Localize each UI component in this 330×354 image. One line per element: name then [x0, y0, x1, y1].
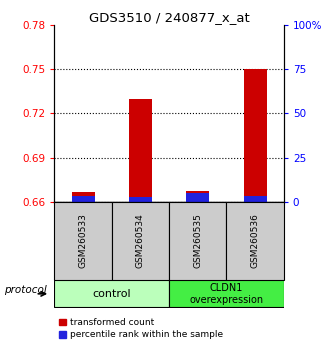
Bar — [226, 202, 284, 280]
Bar — [244, 69, 267, 202]
Legend: transformed count, percentile rank within the sample: transformed count, percentile rank withi… — [59, 318, 223, 339]
Bar — [54, 280, 169, 307]
Bar — [54, 202, 112, 280]
Bar — [129, 198, 152, 202]
Bar — [169, 202, 226, 280]
Bar — [129, 98, 152, 202]
Text: GSM260536: GSM260536 — [250, 213, 260, 268]
Text: GSM260533: GSM260533 — [79, 213, 88, 268]
Bar — [72, 192, 95, 202]
Bar — [72, 196, 95, 202]
Bar — [112, 202, 169, 280]
Bar — [169, 280, 284, 307]
Text: control: control — [92, 289, 131, 299]
Bar — [186, 191, 209, 202]
Text: CLDN1
overexpression: CLDN1 overexpression — [189, 283, 264, 305]
Title: GDS3510 / 240877_x_at: GDS3510 / 240877_x_at — [89, 11, 249, 24]
Text: protocol: protocol — [4, 285, 47, 296]
Bar — [244, 196, 267, 202]
Text: GSM260534: GSM260534 — [136, 213, 145, 268]
Text: GSM260535: GSM260535 — [193, 213, 202, 268]
Bar — [186, 193, 209, 202]
